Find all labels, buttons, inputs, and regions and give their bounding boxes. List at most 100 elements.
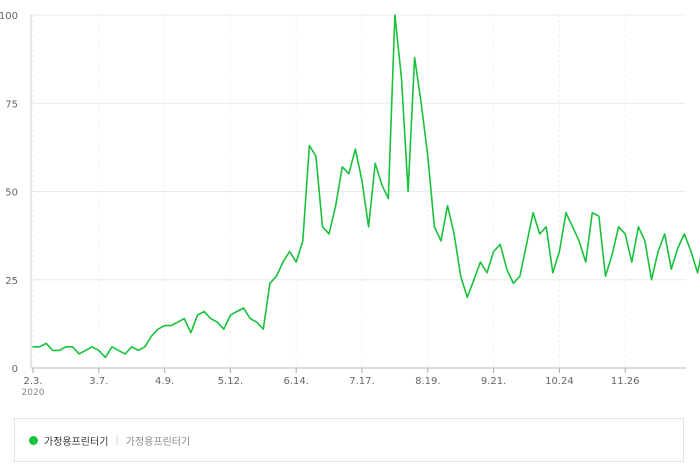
- data-point: [651, 279, 652, 280]
- data-point: [486, 272, 487, 273]
- data-point: [269, 283, 270, 284]
- data-point: [309, 145, 310, 146]
- y-tick-label: 50: [5, 188, 18, 199]
- data-point: [236, 311, 237, 312]
- data-point: [157, 329, 158, 330]
- data-point: [164, 325, 165, 326]
- data-point: [533, 212, 534, 213]
- x-tick-label: 2.3.: [23, 376, 42, 387]
- x-tick-label: 3.7.: [89, 376, 108, 387]
- data-point: [697, 272, 698, 273]
- data-point: [210, 318, 211, 319]
- data-point: [658, 251, 659, 252]
- data-point: [480, 262, 481, 263]
- data-point: [493, 251, 494, 252]
- x-year-label: 2020: [22, 388, 45, 398]
- legend-sublabel: 가정용프린터기: [125, 436, 191, 448]
- series-line: [32, 14, 700, 359]
- data-point: [381, 184, 382, 185]
- data-point: [348, 173, 349, 174]
- data-point: [322, 226, 323, 227]
- data-point: [329, 233, 330, 234]
- data-point: [59, 350, 60, 351]
- data-point: [440, 240, 441, 241]
- data-point: [473, 279, 474, 280]
- data-point: [460, 276, 461, 277]
- data-point: [690, 251, 691, 252]
- data-point: [500, 244, 501, 245]
- data-point: [467, 297, 468, 298]
- data-point: [598, 216, 599, 217]
- data-point: [315, 156, 316, 157]
- data-point: [32, 346, 33, 347]
- data-point: [572, 226, 573, 227]
- data-point: [388, 198, 389, 199]
- data-point: [151, 336, 152, 337]
- data-point: [592, 212, 593, 213]
- data-point: [230, 315, 231, 316]
- data-point: [414, 57, 415, 58]
- data-point: [394, 14, 395, 15]
- data-point: [546, 226, 547, 227]
- data-point: [98, 350, 99, 351]
- data-point: [289, 251, 290, 252]
- data-point: [243, 307, 244, 308]
- data-point: [190, 332, 191, 333]
- x-tick-label: 10.24: [545, 376, 574, 387]
- data-point: [677, 247, 678, 248]
- data-point: [618, 226, 619, 227]
- data-point: [118, 350, 119, 351]
- legend-item[interactable]: 가정용프린터기 | 가정용프린터기: [29, 433, 190, 448]
- data-point: [131, 346, 132, 347]
- data-point: [454, 233, 455, 234]
- data-point: [684, 233, 685, 234]
- data-point: [552, 272, 553, 273]
- data-point: [447, 205, 448, 206]
- data-point: [355, 149, 356, 150]
- data-point: [421, 103, 422, 104]
- data-point: [223, 329, 224, 330]
- y-tick-label: 100: [0, 11, 18, 22]
- data-point: [105, 357, 106, 358]
- data-point: [539, 233, 540, 234]
- line-chart: 0 25 50 75 100 2.3. 3.7. 4.9. 5.12. 6.14. 7.17. 8.1…: [0, 11, 700, 398]
- data-point: [664, 233, 665, 234]
- data-point: [72, 346, 73, 347]
- data-point: [579, 240, 580, 241]
- data-point: [92, 346, 93, 347]
- data-point: [250, 318, 251, 319]
- data-point: [335, 205, 336, 206]
- data-point: [638, 226, 639, 227]
- data-point: [434, 226, 435, 227]
- x-tick-label: 11.26: [611, 376, 640, 387]
- data-point: [631, 262, 632, 263]
- y-tick-label: 25: [5, 276, 18, 287]
- data-point: [375, 163, 376, 164]
- data-point: [427, 156, 428, 157]
- data-point: [263, 329, 264, 330]
- data-point: [302, 240, 303, 241]
- data-point: [52, 350, 53, 351]
- x-tick-label: 5.12.: [218, 376, 243, 387]
- data-point: [644, 240, 645, 241]
- data-point: [125, 353, 126, 354]
- data-point: [401, 78, 402, 79]
- y-tick-label: 0: [12, 364, 18, 375]
- data-point: [65, 346, 66, 347]
- data-point: [565, 212, 566, 213]
- data-point: [282, 262, 283, 263]
- x-tick-label: 6.14.: [283, 376, 308, 387]
- data-point: [138, 350, 139, 351]
- data-point: [144, 346, 145, 347]
- data-point: [39, 346, 40, 347]
- data-point: [342, 166, 343, 167]
- data-point: [605, 276, 606, 277]
- y-tick-label: 75: [5, 99, 18, 110]
- data-point: [408, 191, 409, 192]
- data-point: [111, 346, 112, 347]
- legend-swatch: [29, 435, 38, 445]
- data-point: [611, 254, 612, 255]
- data-point: [519, 276, 520, 277]
- data-point: [296, 262, 297, 263]
